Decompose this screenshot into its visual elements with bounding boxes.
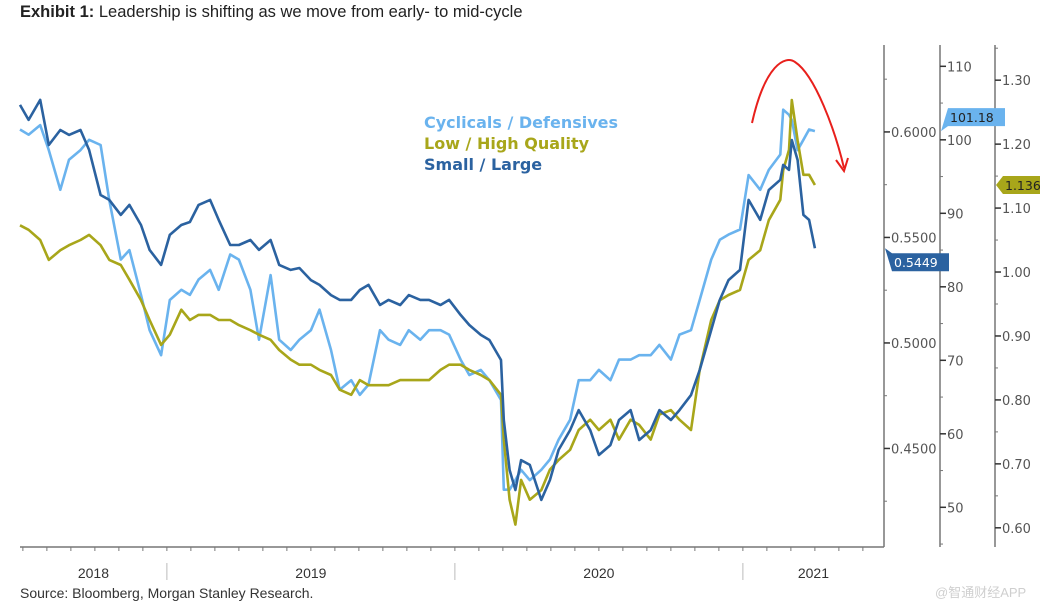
y-tick-label-cyc: 70 <box>947 354 964 369</box>
last-value-tag-cyclicals: 101.18 <box>941 108 1005 132</box>
tag-value: 0.5449 <box>894 255 938 270</box>
y-tick-label-cyc: 90 <box>947 207 964 222</box>
y-tick-label-cyc: 60 <box>947 428 964 443</box>
legend: Cyclicals / Defensives Low / High Qualit… <box>424 113 618 174</box>
series-line-cyclicals <box>19 108 816 492</box>
last-value-tag-quality: 1.136 <box>996 176 1041 195</box>
legend-quality: Low / High Quality <box>424 134 590 153</box>
exhibit-label: Exhibit 1: <box>20 3 95 21</box>
watermark: @智通财经APP <box>935 585 1027 600</box>
y-tick-label-qual: 0.90 <box>1002 330 1031 345</box>
y-tick-label-cyc: 80 <box>947 281 964 296</box>
last-value-tags: 101.18 1.136 0.5449 <box>885 108 1041 272</box>
x-tick-label: 2021 <box>798 565 829 581</box>
annotation-arrow <box>751 59 849 174</box>
x-tick-label: 2018 <box>78 565 109 581</box>
legend-small: Small / Large <box>424 155 542 174</box>
chart-title: Exhibit 1: Leadership is shifting as we … <box>20 3 523 22</box>
legend-cyclicals: Cyclicals / Defensives <box>424 113 618 132</box>
series-lines <box>18 98 817 526</box>
y-tick-label-qual: 0.60 <box>1002 522 1031 537</box>
y-tick-label-qual: 0.70 <box>1002 458 1031 473</box>
axes: 2018 2019 2020 2021 0.4500 0.5000 0.5500 0.6000… <box>20 45 1031 581</box>
y-tick-label-qual: 1.30 <box>1002 74 1031 89</box>
y-tick-label-cyc: 100 <box>947 134 972 149</box>
tag-shape <box>885 248 949 272</box>
tag-value: 1.136 <box>1005 178 1041 193</box>
source-note: Source: Bloomberg, Morgan Stanley Resear… <box>20 585 314 601</box>
y-tick-label-qual: 1.20 <box>1002 138 1031 153</box>
annotation-arc <box>751 59 845 169</box>
series-line-quality <box>19 98 817 526</box>
x-tick-label: 2019 <box>295 565 326 581</box>
tag-shape <box>996 176 1040 195</box>
title-text: Leadership is shifting as we move from e… <box>98 3 523 21</box>
y-tick-label-small: 0.4500 <box>891 442 937 457</box>
arrow-head-icon <box>835 157 849 174</box>
y-tick-label-small: 0.5500 <box>891 231 937 246</box>
y-tick-label-qual: 0.80 <box>1002 394 1031 409</box>
tag-shape <box>941 108 1005 132</box>
last-value-tag-small: 0.5449 <box>885 248 949 272</box>
x-tick-label: 2020 <box>583 565 614 581</box>
y-tick-label-small: 0.6000 <box>891 126 937 141</box>
y-tick-label-qual: 1.10 <box>1002 202 1031 217</box>
y-tick-label-small: 0.5000 <box>891 337 937 352</box>
y-tick-label-cyc: 50 <box>947 501 964 516</box>
tag-value: 101.18 <box>950 110 994 125</box>
y-tick-label-cyc: 110 <box>947 60 972 75</box>
y-tick-label-qual: 1.00 <box>1002 266 1031 281</box>
series-line-small <box>18 98 817 502</box>
